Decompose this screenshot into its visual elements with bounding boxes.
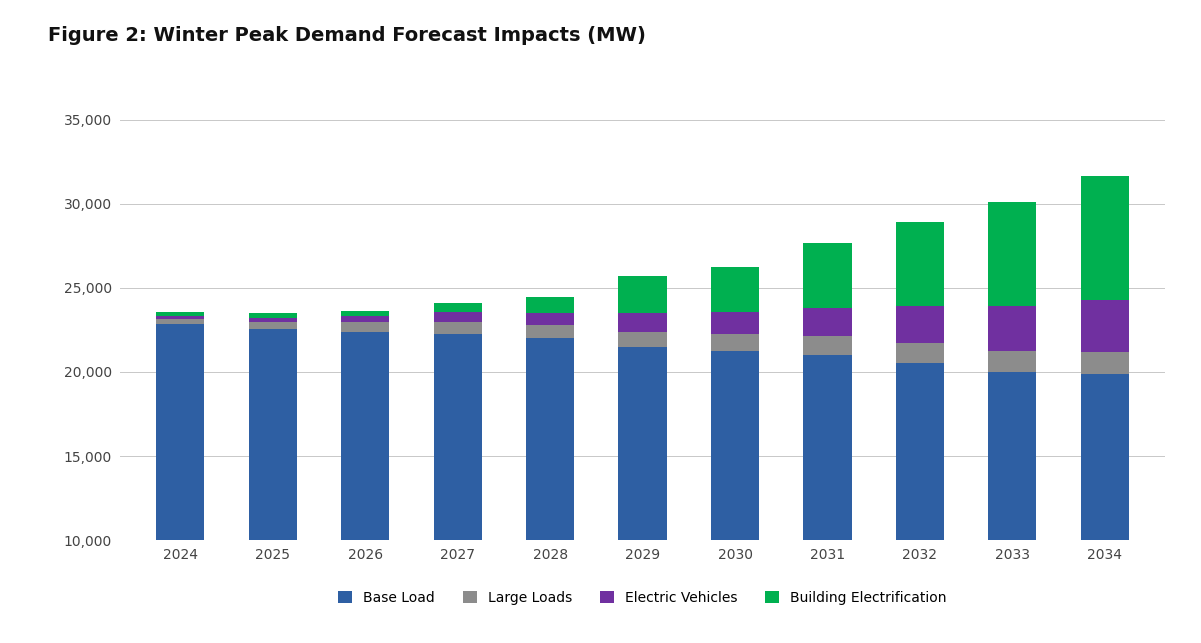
Bar	[988, 351, 1036, 372]
Bar	[341, 322, 389, 332]
Bar	[988, 306, 1036, 351]
Bar	[711, 267, 759, 312]
Bar	[619, 332, 667, 347]
Bar	[341, 332, 389, 643]
Bar	[526, 297, 574, 313]
Bar	[434, 303, 482, 312]
Bar	[249, 329, 297, 643]
Bar	[619, 347, 667, 643]
Bar	[434, 312, 482, 322]
Bar	[619, 276, 667, 313]
Bar	[803, 336, 852, 355]
Bar	[156, 312, 204, 316]
Bar	[803, 308, 852, 336]
Bar	[1081, 374, 1129, 643]
Bar	[896, 343, 944, 363]
Bar	[711, 312, 759, 334]
Bar	[341, 316, 389, 322]
Bar	[526, 338, 574, 643]
Bar	[896, 363, 944, 643]
Bar	[988, 372, 1036, 643]
Bar	[526, 313, 574, 325]
Bar	[711, 351, 759, 643]
Bar	[156, 324, 204, 643]
Bar	[249, 318, 297, 322]
Bar	[988, 202, 1036, 306]
Bar	[619, 313, 667, 332]
Bar	[1081, 300, 1129, 352]
Bar	[1081, 176, 1129, 300]
Bar	[434, 334, 482, 643]
Legend: Base Load, Large Loads, Electric Vehicles, Building Electrification: Base Load, Large Loads, Electric Vehicle…	[339, 591, 946, 605]
Bar	[249, 313, 297, 318]
Bar	[156, 316, 204, 319]
Text: Figure 2: Winter Peak Demand Forecast Impacts (MW): Figure 2: Winter Peak Demand Forecast Im…	[48, 26, 646, 45]
Bar	[896, 306, 944, 343]
Bar	[156, 319, 204, 324]
Bar	[803, 243, 852, 308]
Bar	[803, 355, 852, 643]
Bar	[249, 322, 297, 329]
Bar	[1081, 352, 1129, 374]
Bar	[434, 322, 482, 334]
Bar	[341, 311, 389, 316]
Bar	[526, 325, 574, 338]
Bar	[896, 222, 944, 306]
Bar	[711, 334, 759, 351]
